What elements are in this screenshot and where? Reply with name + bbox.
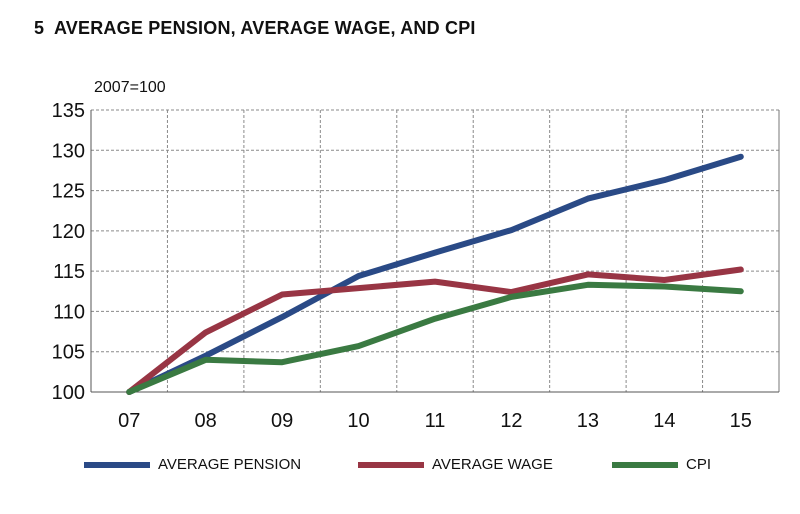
x-tick-label: 11	[425, 410, 446, 432]
y-tick-label: 115	[53, 261, 85, 283]
x-tick-label: 15	[730, 410, 752, 432]
legend-swatch-average-pension	[84, 461, 150, 468]
x-tick-label: 12	[500, 410, 522, 432]
x-tick-label: 07	[118, 410, 140, 432]
unit-label: 2007=100	[94, 79, 166, 96]
x-tick-label: 10	[347, 410, 369, 432]
x-tick-label: 09	[271, 410, 293, 432]
legend-swatch-cpi	[612, 461, 678, 468]
legend-item-average-wage: AVERAGE WAGE	[358, 456, 553, 473]
x-tick-label: 08	[195, 410, 217, 432]
series-line-cpi	[126, 281, 744, 395]
y-tick-label: 100	[52, 382, 85, 404]
x-tick-label: 13	[577, 410, 599, 432]
y-tick-label: 125	[52, 181, 85, 203]
legend-item-average-pension: AVERAGE PENSION	[84, 456, 301, 473]
legend-item-cpi: CPI	[612, 456, 711, 473]
series-line-average-wage	[126, 266, 744, 395]
y-tick-label: 130	[52, 140, 85, 162]
legend-label-average-pension: AVERAGE PENSION	[158, 456, 302, 473]
y-tick-label: 135	[52, 100, 85, 122]
series-line-average-pension	[126, 153, 744, 395]
x-tick-label: 14	[653, 410, 675, 432]
legend-swatch-average-wage	[358, 461, 424, 468]
legend-label-cpi: CPI	[686, 456, 712, 473]
y-tick-label: 110	[53, 301, 85, 323]
y-tick-label: 105	[52, 342, 85, 364]
chart-title: 5 AVERAGE PENSION, AVERAGE WAGE, AND CPI	[34, 18, 476, 38]
y-tick-label: 120	[52, 221, 85, 243]
legend-label-average-wage: AVERAGE WAGE	[432, 456, 553, 473]
